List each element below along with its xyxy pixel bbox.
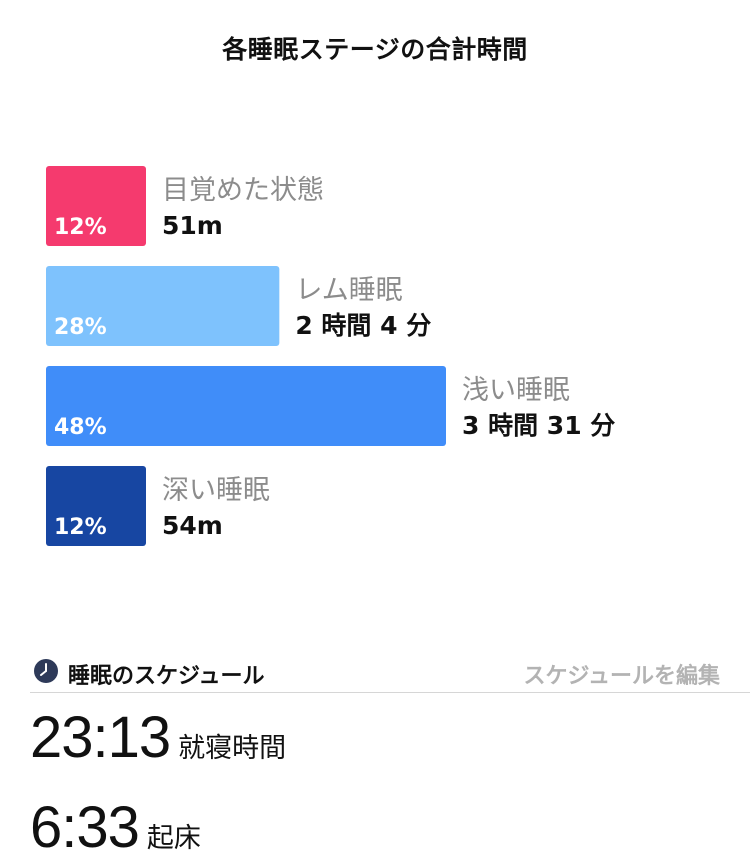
sleep-stages-chart: 12% 目覚めた状態 51m 28% レム睡眠 2 時間 4 分 48% 浅い睡眠 3 時間 3… bbox=[46, 166, 615, 546]
wake-value: 6:33 bbox=[30, 795, 140, 860]
bar-3 bbox=[46, 366, 446, 446]
schedule-title: 睡眠のスケジュール bbox=[68, 664, 265, 689]
bar-1 bbox=[46, 166, 146, 246]
page-title: 各睡眠ステージの合計時間 bbox=[222, 35, 528, 64]
stage-name-4: 深い睡眠 bbox=[162, 475, 270, 506]
bar-2 bbox=[46, 266, 280, 346]
schedule-header: 睡眠のスケジュール スケジュールを編集 bbox=[0, 650, 750, 694]
bedtime-value: 23:13 bbox=[30, 705, 171, 770]
bar-percent-label-1: 12% bbox=[54, 215, 107, 240]
stage-name-3: 浅い睡眠 bbox=[462, 375, 570, 406]
stage-duration-1: 51m bbox=[162, 211, 223, 240]
bar-percent-label-2: 28% bbox=[54, 315, 107, 340]
bar-4 bbox=[46, 466, 146, 546]
edit-schedule-button[interactable]: スケジュールを編集 bbox=[523, 664, 720, 689]
stage-name-2: レム睡眠 bbox=[295, 275, 402, 306]
divider bbox=[30, 692, 750, 693]
wake-row: 6:33 起床 bbox=[30, 790, 201, 866]
clock-icon bbox=[34, 659, 58, 683]
bedtime-row: 23:13 就寝時間 bbox=[30, 700, 286, 776]
bedtime-label: 就寝時間 bbox=[178, 733, 287, 764]
stage-duration-3: 3 時間 31 分 bbox=[462, 411, 615, 440]
bar-percent-label-4: 12% bbox=[54, 515, 107, 540]
stage-duration-4: 54m bbox=[162, 511, 223, 540]
bar-percent-label-3: 48% bbox=[54, 415, 107, 440]
stage-name-1: 目覚めた状態 bbox=[162, 175, 324, 206]
stage-duration-2: 2 時間 4 分 bbox=[295, 311, 431, 340]
wake-label: 起床 bbox=[146, 823, 201, 854]
